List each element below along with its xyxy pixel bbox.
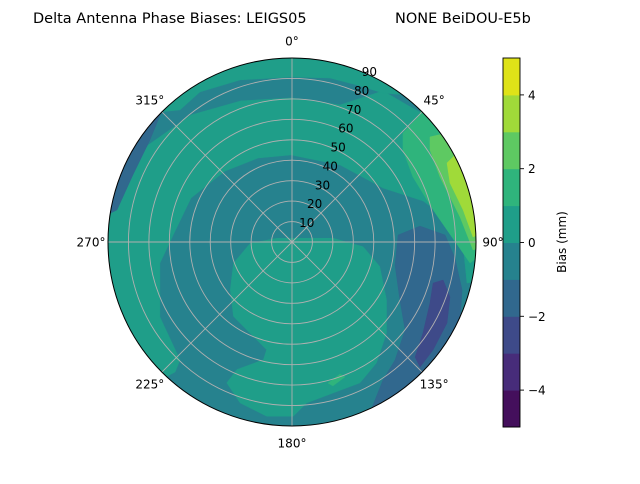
colorbar-band: [503, 353, 520, 391]
angle-tick-label: 225°: [135, 378, 164, 392]
colorbar-band: [503, 131, 520, 170]
colorbar-band: [503, 390, 520, 428]
colorbar-band: [503, 205, 520, 243]
radial-tick-label: 30: [315, 178, 330, 192]
colorbar-label: Bias (mm): [555, 211, 569, 273]
chart-title-left: Delta Antenna Phase Biases: LEIGS05: [33, 11, 307, 27]
colorbar-tick-label: 2: [528, 162, 536, 176]
contour-region: [361, 225, 463, 426]
colorbar-band: [503, 168, 520, 207]
colorbar-tick-label: 4: [528, 88, 536, 102]
angle-tick-label: 90°: [482, 236, 503, 250]
chart-title-right: NONE BeiDOU-E5b: [395, 11, 531, 27]
tick-labels: 0° 45° 90° 135° 180° 225° 270° 315° 10 20 30 40 50 60…: [77, 35, 504, 451]
angular-gridline: [291, 241, 423, 373]
contour-region: [108, 90, 476, 388]
radial-tick-label: 40: [323, 159, 338, 173]
angle-tick-label: 0°: [285, 35, 299, 49]
colorbar-tick-label: 0: [528, 236, 536, 250]
polar-frame: [107, 57, 477, 427]
radial-tick-label: 20: [307, 197, 322, 211]
contour-region: [327, 373, 346, 387]
radial-tick-label: 80: [354, 84, 369, 98]
colorbar-band: [503, 279, 520, 317]
colorbar-tick-label: −4: [528, 384, 546, 398]
colorbar-band: [503, 316, 520, 354]
angle-tick-label: 270°: [77, 236, 106, 250]
colorbar: 4 2 0 −2 −4: [502, 57, 546, 428]
angle-tick-label: 315°: [135, 93, 164, 107]
contour-region: [414, 279, 451, 368]
colorbar-tick-label: −2: [528, 310, 546, 324]
colorbar-band: [503, 94, 520, 133]
polar-axes: 0° 45° 90° 135° 180° 225° 270° 315° 10 20 30 40 50 60…: [77, 35, 504, 451]
angular-gridline: [161, 111, 293, 243]
angle-tick-label: 180°: [278, 437, 307, 451]
angular-gridline: [291, 111, 423, 243]
colorbar-band: [503, 58, 520, 96]
radial-tick-label: 70: [346, 103, 361, 117]
radial-tick-label: 10: [299, 216, 314, 230]
angle-tick-label: 135°: [420, 378, 449, 392]
colorbar-band: [503, 242, 520, 280]
radial-tick-label: 50: [330, 141, 345, 155]
angular-gridline: [161, 241, 293, 373]
angle-tick-label: 45°: [423, 93, 444, 107]
radial-tick-label: 60: [338, 122, 353, 136]
polar-grid: [108, 58, 476, 426]
radial-tick-label: 90: [362, 65, 377, 79]
